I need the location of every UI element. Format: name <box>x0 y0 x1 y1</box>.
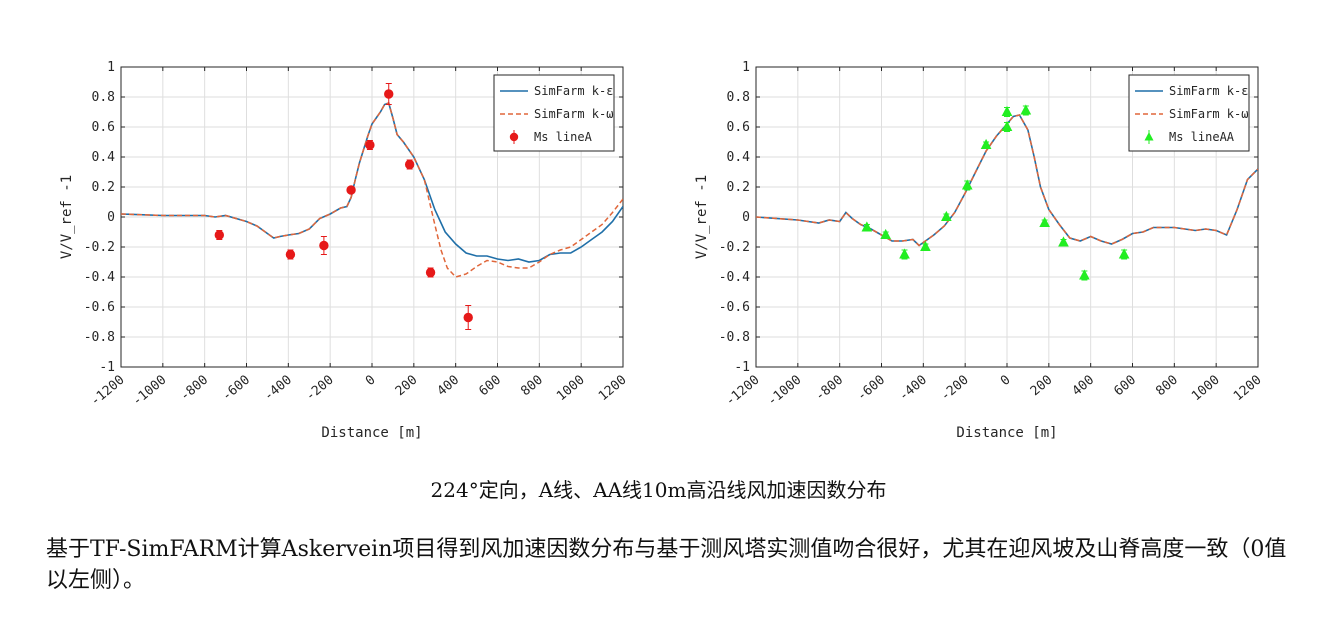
data-point-circle <box>319 240 329 251</box>
x-tick-label: 800 <box>518 373 546 400</box>
chart-2: -1200 -1000 -800 -600 -400 -200 0 200 400 600 800 1… <box>694 60 1265 441</box>
x-tick-label: -200 <box>303 373 337 405</box>
data-point-triangle <box>1118 248 1130 259</box>
y-tick-label: 0.4 <box>727 150 751 165</box>
x-axis-label: Distance [m] <box>956 425 1057 441</box>
y-tick-label: -0.4 <box>84 270 115 285</box>
x-tick-label: 600 <box>1111 373 1139 400</box>
series-line-k-omega <box>756 114 1258 247</box>
y-tick-label: -0.8 <box>84 330 115 345</box>
chart-1: -1200 -1000 -800 -600 -400 -200 0 200 400 600 800 1… <box>59 60 630 441</box>
data-point-triangle <box>1079 269 1090 280</box>
data-point-triangle <box>1001 105 1013 116</box>
y-tick-label: -0.6 <box>719 300 750 315</box>
y-tick-label: 0.2 <box>727 180 750 195</box>
data-point-triangle <box>920 240 931 251</box>
data-point-triangle <box>899 248 910 259</box>
x-tick-label: 0 <box>998 373 1014 390</box>
data-point-circle <box>346 185 356 195</box>
y-tick-label: 1 <box>107 60 115 75</box>
legend-label: SimFarm k-ε <box>534 84 613 98</box>
legend-label: SimFarm k-ω <box>1169 107 1248 121</box>
data-point-triangle <box>941 210 952 221</box>
legend-label: SimFarm k-ε <box>1169 84 1248 98</box>
y-tick-label: -1 <box>734 360 750 375</box>
figure-caption: 224°定向，A线、AA线10m高沿线风加速因数分布 <box>430 478 887 502</box>
data-point-triangle <box>961 179 973 190</box>
data-point-circle <box>285 249 296 260</box>
y-tick-label: 0.8 <box>92 90 115 105</box>
y-tick-label: 0.6 <box>92 120 115 135</box>
x-tick-label: -1200 <box>723 373 763 410</box>
legend-label: Ms lineAA <box>1169 130 1235 144</box>
description-text: 基于TF-SimFARM计算Askervein项目得到风加速因数分布与基于测风塔… <box>46 537 1287 593</box>
y-tick-label: 0.4 <box>92 150 116 165</box>
y-axis-label: V/V_ref -1 <box>59 175 75 259</box>
legend-swatch-triangle <box>1144 132 1154 141</box>
data-point-triangle <box>980 138 992 149</box>
x-tick-label: 1000 <box>554 373 588 405</box>
x-tick-label: 1200 <box>1231 373 1265 405</box>
data-point-triangle <box>861 221 873 232</box>
y-tick-label: -0.2 <box>84 240 115 255</box>
data-point-triangle <box>1058 236 1069 247</box>
x-tick-label: -800 <box>178 373 212 405</box>
y-tick-label: 0.6 <box>727 120 750 135</box>
x-tick-label: 1200 <box>596 373 630 405</box>
x-tick-label: -600 <box>219 373 253 405</box>
y-tick-label: 0.2 <box>92 180 115 195</box>
legend-swatch-circle <box>509 132 519 142</box>
series-group <box>756 114 1258 247</box>
y-tick-label: 0 <box>107 210 115 225</box>
legend-label: SimFarm k-ω <box>534 107 613 121</box>
x-tick-label: 1000 <box>1189 373 1223 405</box>
x-tick-label: 400 <box>1070 373 1098 400</box>
series-line-k-omega <box>121 102 623 278</box>
x-tick-label: 200 <box>393 373 421 400</box>
x-tick-label: -200 <box>938 373 972 405</box>
y-tick-label: -0.6 <box>84 300 115 315</box>
y-tick-label: -0.8 <box>719 330 750 345</box>
y-tick-label: -0.2 <box>719 240 750 255</box>
y-tick-label: 1 <box>742 60 750 75</box>
data-point-triangle <box>1001 120 1013 131</box>
legend-label: Ms lineA <box>534 130 593 144</box>
data-point-circle <box>463 312 473 323</box>
data-point-triangle <box>1020 104 1032 115</box>
x-tick-label: -600 <box>854 373 888 405</box>
y-tick-label: 0.8 <box>727 90 750 105</box>
data-point-circle <box>404 159 415 170</box>
x-tick-label: 600 <box>476 373 504 400</box>
data-point-triangle <box>1039 216 1050 227</box>
x-tick-label: 800 <box>1153 373 1181 400</box>
series-group <box>121 101 623 278</box>
axes-frame <box>120 66 624 368</box>
data-point-circle <box>425 267 436 278</box>
y-tick-label: -0.4 <box>719 270 750 285</box>
x-tick-label: -1000 <box>130 373 170 410</box>
x-tick-label: -400 <box>896 373 930 405</box>
y-tick-label: 0 <box>742 210 750 225</box>
data-point-circle <box>384 89 394 99</box>
y-axis-label: V/V_ref -1 <box>694 175 710 259</box>
x-tick-label: -1200 <box>88 373 128 410</box>
chart-area: -1200 -1000 -800 -600 -400 -200 0 200 400 600 800 1… <box>59 60 1265 441</box>
x-tick-label: 400 <box>435 373 463 400</box>
x-tick-label: -1000 <box>765 373 805 410</box>
x-tick-label: 0 <box>363 373 379 390</box>
x-tick-label: 200 <box>1028 373 1056 400</box>
data-point-circle <box>214 230 225 240</box>
data-point-triangle <box>880 228 892 239</box>
x-axis-label: Distance [m] <box>321 425 422 441</box>
x-tick-label: -800 <box>813 373 847 405</box>
y-tick-label: -1 <box>99 360 115 375</box>
x-tick-label: -400 <box>261 373 295 405</box>
data-point-circle <box>365 140 375 150</box>
